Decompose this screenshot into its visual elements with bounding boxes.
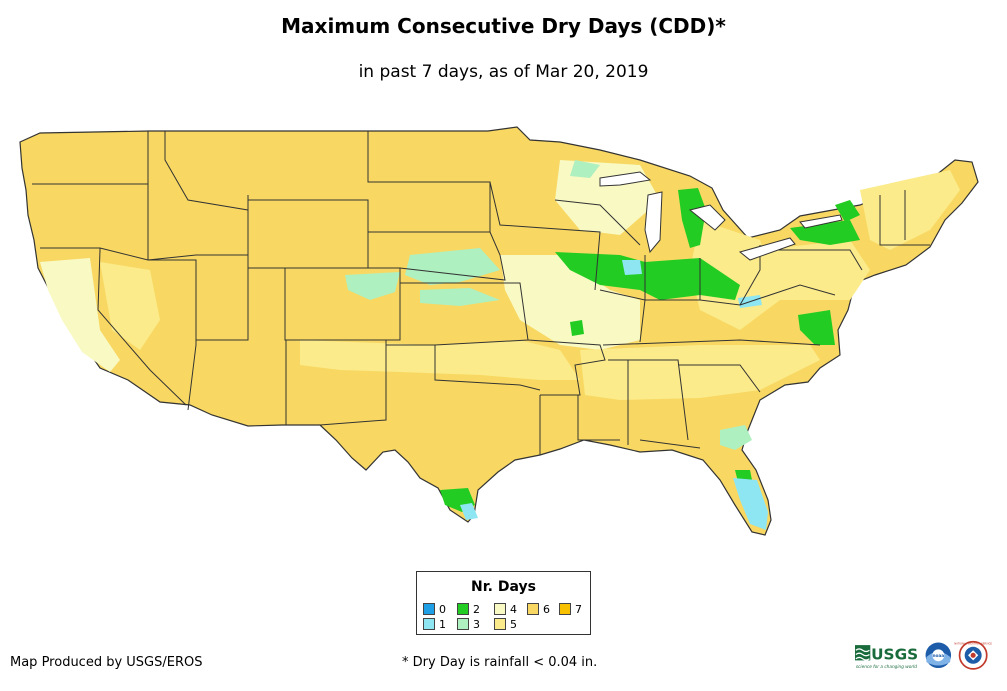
legend-item-5: 5: [494, 618, 517, 631]
usgs-tagline: science for a changing world: [856, 664, 917, 670]
legend-item-6: 6: [527, 603, 550, 616]
map-credit: Map Produced by USGS/EROS: [10, 655, 203, 670]
agency-logos: USGS science for a changing world noaa N…: [855, 640, 992, 670]
usgs-wordmark: USGS: [871, 646, 918, 664]
legend-swatch: [559, 603, 571, 615]
dry-day-footnote: * Dry Day is rainfall < 0.04 in.: [402, 655, 598, 670]
legend-item-0: 0: [423, 603, 446, 616]
legend-swatch: [423, 603, 435, 615]
usgs-logo: USGS science for a changing world: [855, 645, 918, 670]
noaa-wordmark: noaa: [932, 654, 944, 659]
legend-swatch: [527, 603, 539, 615]
legend: Nr. Days 0 1 2 3 4 5 6 7: [416, 571, 591, 635]
great-lakes: [599, 171, 843, 261]
legend-item-4: 4: [494, 603, 517, 616]
nws-logo: NATIONAL WEATHER SERVICE: [954, 640, 992, 670]
legend-title: Nr. Days: [471, 579, 536, 595]
noaa-logo: noaa: [925, 642, 952, 669]
map-subtitle: in past 7 days, as of Mar 20, 2019: [358, 62, 649, 82]
legend-swatch: [457, 603, 469, 615]
legend-swatch: [494, 618, 506, 630]
conus-outline: [19, 126, 979, 536]
legend-item-7: 7: [559, 603, 582, 616]
legend-swatch: [423, 618, 435, 630]
legend-swatch: [457, 618, 469, 630]
nws-wordmark: NATIONAL WEATHER SERVICE: [954, 641, 992, 645]
legend-item-3: 3: [457, 618, 480, 631]
map-title: Maximum Consecutive Dry Days (CDD)*: [281, 14, 726, 38]
legend-item-1: 1: [423, 618, 446, 631]
state-boundaries: [32, 131, 930, 455]
legend-swatch: [494, 603, 506, 615]
legend-item-2: 2: [457, 603, 480, 616]
us-cdd-map: [19, 126, 979, 536]
